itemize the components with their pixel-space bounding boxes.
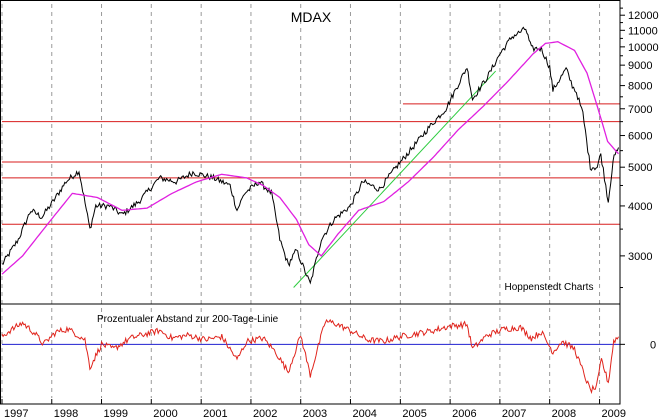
y-tick-label: 7000 [628,104,652,116]
y-tick-label: 12000 [628,10,659,22]
axis-ticks: 3000 4000 5000 6000 7000 8000 9000 10000 11000 12… [1,7,659,420]
series-lines [1,26,619,395]
x-tick-label: 2004 [352,408,376,420]
y-tick-label: 4000 [628,201,652,213]
chart-title: MDAX [291,9,332,25]
reference-lines [2,70,620,345]
watermark-label: Hoppenstedt Charts [505,282,594,293]
y-tick-label: 10000 [628,42,659,54]
x-tick-label: 2006 [452,408,476,420]
x-tick-label: 1998 [54,408,78,420]
x-tick-label: 1999 [104,408,128,420]
chart-frame [0,0,621,405]
x-tick-label: 1997 [4,408,28,420]
moving-average-line [1,41,619,275]
x-tick-label: 2009 [602,408,626,420]
x-tick-label: 2007 [502,408,526,420]
y-tick-label: 11000 [628,25,658,37]
y-tick-label: 3000 [628,251,652,263]
y-tick-label: 6000 [628,131,652,143]
x-tick-label: 2001 [203,408,227,420]
x-tick-label: 2008 [552,408,576,420]
trend-line [293,70,497,288]
price-line [1,26,619,285]
y-tick-label: 9000 [628,60,652,72]
x-tick-label: 2003 [303,408,327,420]
x-tick-label: 2000 [153,408,177,420]
osc-y-tick-label: 0 [650,339,656,351]
oscillator-title: Prozentualer Abstand zur 200-Tage-Linie [97,314,279,325]
x-tick-label: 2002 [253,408,277,420]
y-tick-label: 5000 [628,162,652,174]
oscillator-line [1,318,619,395]
x-tick-label: 2005 [402,408,426,420]
y-tick-label: 8000 [628,81,652,93]
